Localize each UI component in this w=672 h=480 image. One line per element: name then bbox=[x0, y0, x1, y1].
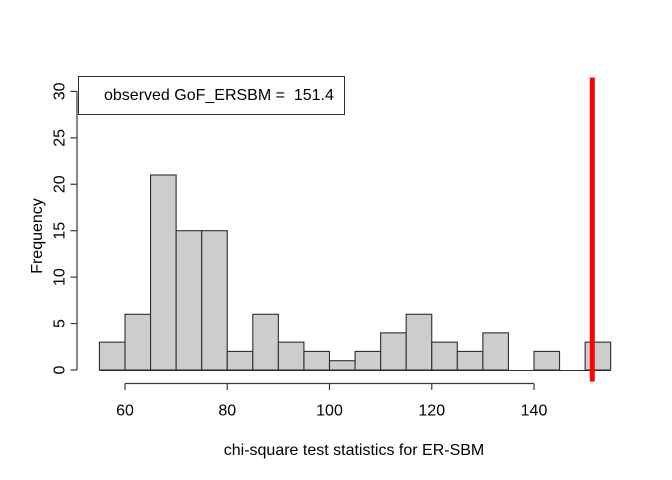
legend-box: observed GoF_ERSBM = 151.4 bbox=[78, 76, 345, 115]
histogram-bar bbox=[150, 174, 177, 371]
histogram-bar bbox=[328, 360, 356, 371]
histogram-bar bbox=[431, 341, 458, 371]
histogram-bar bbox=[277, 341, 305, 371]
y-tick-label: 5 bbox=[52, 319, 69, 328]
histogram-bar bbox=[252, 313, 279, 371]
histogram-bar bbox=[584, 341, 612, 371]
y-tick-label: 30 bbox=[52, 82, 69, 100]
histogram-bar bbox=[303, 350, 331, 371]
legend-label: observed GoF_ERSBM = 151.4 bbox=[104, 86, 334, 104]
histogram-bar bbox=[354, 350, 382, 371]
histogram-bar bbox=[175, 230, 203, 371]
x-tick-label: 140 bbox=[521, 403, 548, 420]
histogram-bar bbox=[380, 332, 407, 371]
histogram-bar bbox=[201, 230, 228, 371]
x-tick-label: 80 bbox=[218, 403, 236, 420]
x-tick-label: 60 bbox=[116, 403, 134, 420]
y-tick-label: 25 bbox=[52, 129, 69, 147]
histogram-bar bbox=[456, 350, 484, 371]
x-axis-title: chi-square test statistics for ER-SBM bbox=[223, 442, 485, 459]
x-tick-label: 100 bbox=[316, 403, 343, 420]
y-tick-label: 0 bbox=[52, 365, 69, 374]
x-tick-label: 120 bbox=[418, 403, 445, 420]
histogram-bar bbox=[98, 341, 126, 371]
histogram-bar bbox=[405, 313, 433, 371]
y-axis-title: Frequency bbox=[29, 198, 46, 274]
histogram-bar bbox=[533, 350, 561, 371]
histogram-bar bbox=[482, 332, 509, 371]
y-tick-label: 10 bbox=[52, 268, 69, 286]
histogram-bar bbox=[226, 350, 254, 371]
y-tick-label: 20 bbox=[52, 175, 69, 193]
histogram-bar bbox=[124, 313, 152, 371]
y-tick-label: 15 bbox=[52, 222, 69, 240]
